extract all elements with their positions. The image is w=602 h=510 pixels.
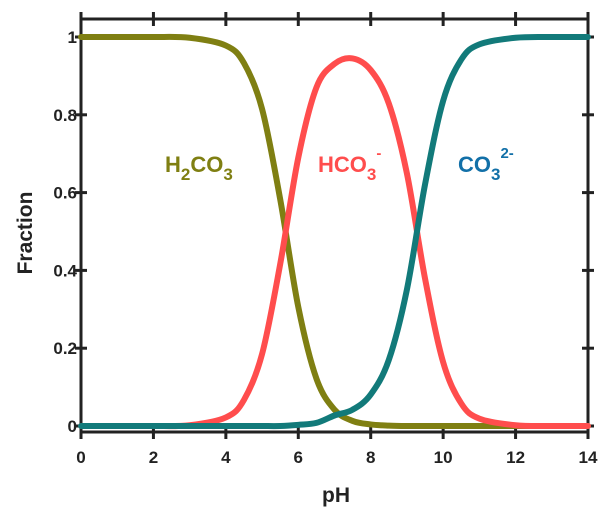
series-line-2 xyxy=(78,33,591,430)
label-co3: CO32- xyxy=(458,145,514,184)
x-tick-label: 6 xyxy=(294,448,303,467)
x-axis-title: pH xyxy=(322,484,350,507)
x-tick-label: 12 xyxy=(506,448,525,467)
series-line-1 xyxy=(78,55,591,430)
x-tick-label: 0 xyxy=(76,448,85,467)
series-lines xyxy=(78,33,591,430)
y-tick-label: 0.6 xyxy=(53,184,77,203)
label-hco3: HCO3- xyxy=(318,145,381,184)
ticks: 0 2 4 6 8 10 12 14 0 0.2 0.4 0.6 0.8 1 xyxy=(53,12,598,467)
y-tick-label: 0.8 xyxy=(53,106,77,125)
series-line-0 xyxy=(78,33,591,430)
y-tick-label: 0 xyxy=(68,417,77,436)
label-h2co3: H2CO3 xyxy=(165,152,233,184)
plot-frame xyxy=(79,17,590,434)
x-tick-label: 14 xyxy=(579,448,598,467)
x-tick-label: 8 xyxy=(366,448,375,467)
y-axis-title: Fraction xyxy=(14,192,37,275)
y-tick-label: 0.4 xyxy=(53,261,77,280)
x-tick-label: 4 xyxy=(221,448,231,467)
x-tick-label: 10 xyxy=(434,448,453,467)
y-tick-label: 1 xyxy=(68,28,77,47)
axes-frame xyxy=(79,17,590,434)
y-tick-label: 0.2 xyxy=(53,339,77,358)
x-tick-label: 2 xyxy=(149,448,158,467)
